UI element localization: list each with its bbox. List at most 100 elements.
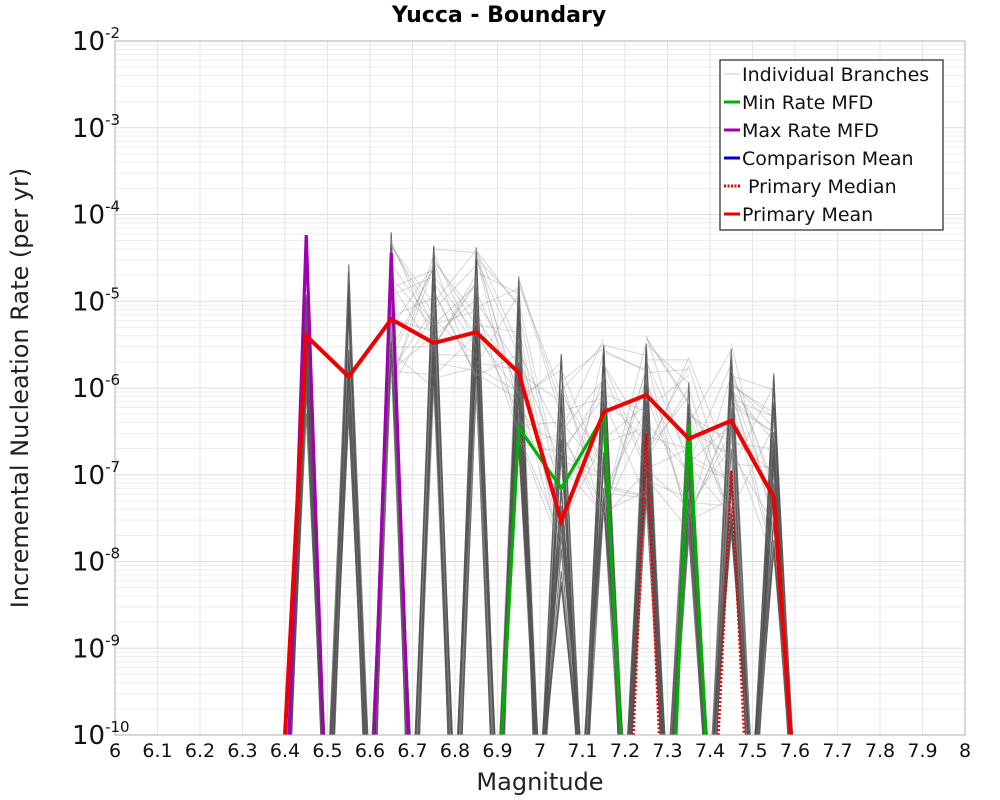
- branch-line: [688, 411, 732, 473]
- branch-line: [603, 369, 647, 514]
- branch-line: [433, 290, 477, 378]
- branch-line: [433, 261, 477, 382]
- branch-line: [688, 363, 732, 462]
- y-tick-label: 10-6: [72, 371, 120, 404]
- branch-line: [518, 326, 562, 540]
- branch-line: [560, 441, 605, 525]
- series-layer: [283, 234, 793, 736]
- branch-line: [543, 376, 580, 736]
- branch-line: [730, 383, 775, 418]
- branch-line: [416, 292, 451, 736]
- branch-line: [433, 275, 477, 336]
- branch-line: [688, 410, 732, 464]
- branch-line: [646, 435, 689, 450]
- branch-line: [603, 374, 647, 470]
- branch-line: [646, 368, 689, 374]
- branch-line: [731, 398, 774, 418]
- branch-line: [518, 351, 562, 437]
- branch-line: [390, 263, 435, 326]
- x-tick-label: 7.7: [822, 740, 852, 762]
- branch-line: [645, 336, 690, 403]
- branch-line: [390, 241, 435, 341]
- branch-line: [603, 471, 647, 518]
- branch-line: [433, 248, 477, 254]
- branch-line: [475, 255, 520, 435]
- branch-line: [645, 396, 690, 452]
- branch-line: [433, 362, 477, 371]
- branch-line: [333, 393, 365, 736]
- branch-line: [603, 404, 647, 440]
- branch-line: [603, 484, 647, 496]
- branch-line: [545, 421, 578, 736]
- branch-line: [603, 344, 647, 356]
- branch-line: [433, 282, 477, 348]
- x-axis-ticks: 6 6.1 6.2 6.3 6.4 6.5 6.6 6.7 6.8 6.9 7 7.1 7.2 7.3 7.…: [109, 740, 971, 762]
- branch-line: [688, 498, 732, 522]
- branch-line: [418, 321, 449, 736]
- x-tick-label: 7.2: [610, 740, 640, 762]
- branch-line: [391, 276, 434, 296]
- branch-line: [688, 366, 732, 502]
- x-tick-label: 7.9: [907, 740, 937, 762]
- branch-line: [518, 373, 562, 403]
- branch-line: [475, 293, 520, 366]
- x-tick-label: 6.5: [312, 740, 342, 762]
- branch-line: [560, 397, 605, 451]
- branch-line: [688, 350, 732, 424]
- x-tick-label: 6.2: [185, 740, 215, 762]
- branch-line: [374, 310, 409, 736]
- branch-line: [433, 353, 477, 357]
- branch-line: [688, 446, 732, 507]
- x-tick-label: 6: [109, 740, 121, 762]
- legend-box: [719, 59, 944, 231]
- branch-line: [475, 249, 520, 408]
- branch-line: [603, 408, 647, 492]
- branch-line: [688, 501, 732, 507]
- branch-line: [688, 464, 732, 516]
- branch-line: [688, 417, 732, 516]
- branch-line: [541, 527, 581, 736]
- branch-line: [390, 268, 435, 351]
- branch-line: [730, 452, 775, 525]
- branch-line: [390, 255, 435, 383]
- y-tick-label: 10-3: [72, 111, 120, 144]
- x-tick-label: 6.1: [142, 740, 172, 762]
- branch-line: [518, 390, 562, 553]
- branch-line: [730, 404, 775, 433]
- branch-line: [560, 378, 605, 433]
- legend-label-comparison-mean: Comparison Mean: [742, 148, 914, 170]
- branch-line: [645, 338, 690, 405]
- branch-line: [730, 400, 775, 434]
- branch-line: [518, 279, 562, 418]
- y-tick-label: 10-2: [72, 24, 120, 57]
- branch-line: [561, 397, 604, 413]
- y-tick-label: 10-5: [72, 284, 120, 317]
- legend-label-primary-median: Primary Median: [742, 176, 897, 198]
- branch-line: [433, 274, 477, 348]
- branch-line: [518, 433, 562, 446]
- branch-line: [390, 276, 435, 329]
- branch-line: [390, 266, 435, 384]
- branch-line: [433, 280, 477, 347]
- branch-line: [730, 426, 775, 510]
- branch-line: [688, 424, 732, 464]
- y-tick-label: 10-9: [72, 631, 120, 664]
- branch-line: [475, 249, 520, 346]
- branch-line: [476, 323, 519, 333]
- branch-line: [390, 264, 435, 329]
- x-tick-label: 7.3: [652, 740, 682, 762]
- branch-line: [730, 388, 775, 442]
- branch-line: [290, 299, 322, 736]
- branch-line: [645, 335, 690, 469]
- branch-line: [560, 338, 605, 431]
- branch-line: [390, 245, 435, 316]
- branch-line: [433, 284, 477, 326]
- branch-line: [603, 487, 647, 498]
- branch-line: [457, 253, 495, 736]
- y-tick-label: 10-7: [72, 458, 120, 491]
- branch-line: [476, 353, 519, 377]
- branch-line: [645, 477, 690, 531]
- branch-line: [458, 383, 494, 736]
- branch-line: [645, 357, 690, 456]
- x-tick-label: 6.8: [440, 740, 470, 762]
